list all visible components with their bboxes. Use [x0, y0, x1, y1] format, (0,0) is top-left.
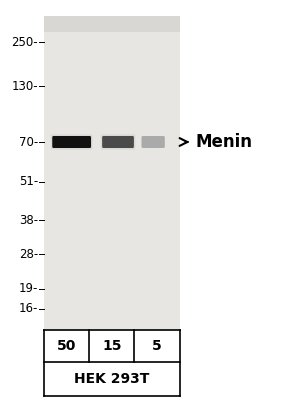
- Text: 19-: 19-: [19, 282, 38, 295]
- Text: Menin: Menin: [195, 133, 252, 151]
- Text: 70-: 70-: [19, 136, 38, 148]
- Text: 15: 15: [102, 339, 121, 353]
- FancyBboxPatch shape: [142, 136, 165, 148]
- Text: HEK 293T: HEK 293T: [74, 372, 149, 386]
- Bar: [44, 16, 180, 330]
- FancyBboxPatch shape: [101, 134, 135, 150]
- Text: 5: 5: [152, 339, 162, 353]
- Text: 250-: 250-: [11, 36, 38, 48]
- FancyBboxPatch shape: [102, 136, 134, 148]
- Text: 16-: 16-: [19, 302, 38, 315]
- Text: 130-: 130-: [11, 80, 38, 92]
- FancyBboxPatch shape: [51, 134, 92, 150]
- Bar: [44, 330, 180, 396]
- Text: 38-: 38-: [19, 214, 38, 226]
- FancyBboxPatch shape: [52, 136, 91, 148]
- Bar: [44, 16, 180, 32]
- Text: 28-: 28-: [19, 248, 38, 260]
- Text: 51-: 51-: [19, 176, 38, 188]
- Text: 50: 50: [56, 339, 76, 353]
